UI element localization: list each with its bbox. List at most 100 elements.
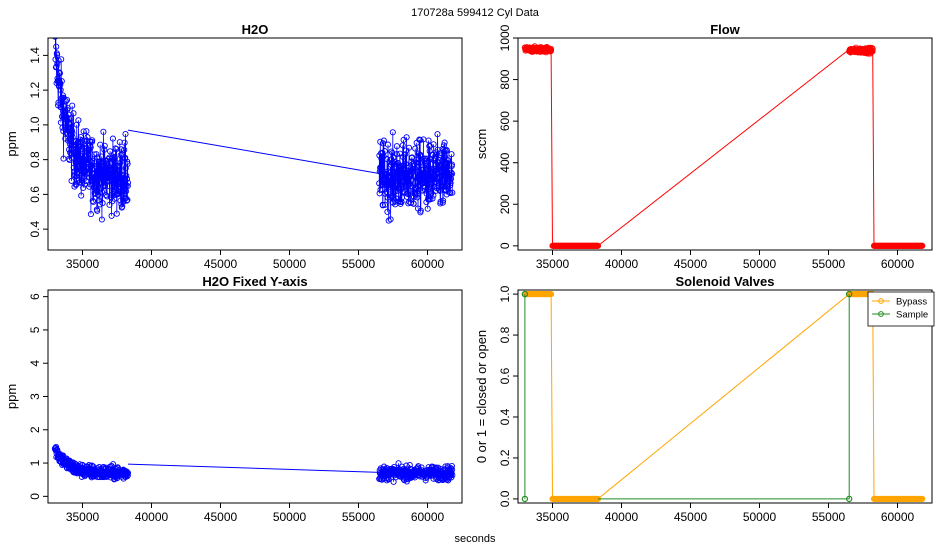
data-point bbox=[66, 120, 74, 128]
data-point bbox=[448, 161, 455, 168]
data-point bbox=[68, 127, 75, 134]
data-point bbox=[118, 151, 126, 158]
data-point bbox=[379, 186, 386, 193]
data-point bbox=[124, 160, 131, 167]
data-point bbox=[417, 152, 424, 159]
data-point bbox=[387, 174, 394, 181]
data-point bbox=[123, 468, 130, 475]
x-tick-label: 45000 bbox=[204, 510, 238, 524]
data-point bbox=[401, 170, 408, 177]
data-point bbox=[61, 123, 69, 130]
data-point bbox=[438, 181, 446, 189]
data-point bbox=[412, 145, 419, 152]
y-tick-label: 0 bbox=[498, 242, 512, 249]
data-point bbox=[432, 173, 439, 180]
data-point bbox=[89, 462, 96, 469]
data-point bbox=[446, 175, 453, 182]
data-point bbox=[426, 143, 433, 150]
data-point bbox=[104, 193, 111, 200]
data-point bbox=[110, 461, 117, 468]
data-point bbox=[80, 184, 87, 191]
data-point bbox=[414, 190, 421, 197]
data-point bbox=[56, 70, 63, 77]
x-tick-label: 55000 bbox=[812, 510, 846, 524]
data-point bbox=[106, 201, 113, 208]
data-point bbox=[99, 189, 106, 196]
y-tick-label: 0.8 bbox=[28, 151, 42, 168]
data-point bbox=[448, 462, 455, 470]
data-point bbox=[429, 195, 436, 202]
y-tick-label: 6 bbox=[28, 293, 42, 300]
data-point bbox=[381, 201, 389, 208]
data-point bbox=[66, 140, 73, 148]
data-point bbox=[403, 462, 410, 469]
chart-title: Flow bbox=[710, 22, 740, 37]
y-tick-label: 2 bbox=[28, 426, 42, 433]
data-point bbox=[415, 463, 422, 470]
data-point bbox=[388, 148, 395, 155]
data-point bbox=[63, 115, 70, 122]
data-point bbox=[83, 128, 90, 135]
data-point bbox=[87, 211, 94, 218]
chart-title: Solenoid Valves bbox=[676, 274, 775, 289]
data-point bbox=[393, 151, 400, 158]
data-point bbox=[381, 148, 388, 155]
data-point bbox=[439, 199, 446, 206]
chart-title: H2O bbox=[242, 22, 269, 37]
series-connector-line bbox=[598, 294, 850, 500]
y-tick-label: 1.2 bbox=[28, 81, 42, 98]
data-point bbox=[869, 45, 876, 52]
data-point bbox=[69, 134, 76, 141]
y-axis-label: ppm bbox=[4, 131, 19, 156]
data-point bbox=[398, 198, 405, 206]
data-point bbox=[395, 460, 402, 467]
data-point bbox=[115, 190, 122, 198]
data-point bbox=[381, 170, 388, 177]
data-point bbox=[122, 195, 129, 202]
x-tick-label: 55000 bbox=[342, 510, 376, 524]
data-point bbox=[440, 197, 447, 204]
data-point bbox=[113, 145, 120, 153]
y-axis-label: 0 or 1 = closed or open bbox=[474, 330, 489, 463]
y-tick-label: 1.0 bbox=[498, 285, 512, 302]
data-point bbox=[111, 155, 118, 162]
y-tick-label: 0.4 bbox=[498, 408, 512, 425]
data-point bbox=[395, 185, 402, 192]
data-point bbox=[383, 188, 390, 195]
data-point bbox=[594, 242, 602, 249]
y-tick-label: 1.4 bbox=[28, 47, 42, 64]
data-point bbox=[73, 170, 80, 177]
plot-frame bbox=[517, 37, 933, 251]
x-tick-label: 50000 bbox=[743, 510, 777, 524]
data-point bbox=[94, 188, 101, 195]
data-point bbox=[869, 44, 876, 52]
data-point bbox=[430, 192, 437, 199]
data-point bbox=[75, 117, 82, 124]
x-tick-label: 40000 bbox=[135, 257, 169, 271]
data-point bbox=[417, 207, 424, 214]
data-point bbox=[548, 47, 555, 54]
data-point bbox=[846, 290, 853, 298]
data-point bbox=[123, 197, 130, 204]
data-point bbox=[521, 290, 529, 298]
data-point bbox=[87, 144, 94, 151]
data-point bbox=[69, 102, 76, 109]
data-point bbox=[383, 156, 391, 163]
x-tick-label: 45000 bbox=[674, 257, 708, 271]
data-point bbox=[52, 38, 58, 40]
y-tick-label: 0.8 bbox=[498, 326, 512, 343]
data-point bbox=[441, 139, 448, 146]
data-point bbox=[123, 172, 130, 179]
x-tick-label: 50000 bbox=[273, 510, 307, 524]
data-point bbox=[407, 199, 414, 207]
x-tick-label: 60000 bbox=[881, 510, 915, 524]
plot-frame bbox=[47, 37, 463, 251]
y-tick-label: 5 bbox=[28, 326, 42, 333]
data-point bbox=[117, 159, 124, 166]
data-point bbox=[65, 155, 72, 162]
data-point bbox=[100, 128, 107, 135]
data-point bbox=[448, 151, 455, 158]
data-point bbox=[384, 194, 391, 201]
y-axis-label: ppm bbox=[4, 384, 19, 409]
data-point bbox=[62, 98, 69, 105]
